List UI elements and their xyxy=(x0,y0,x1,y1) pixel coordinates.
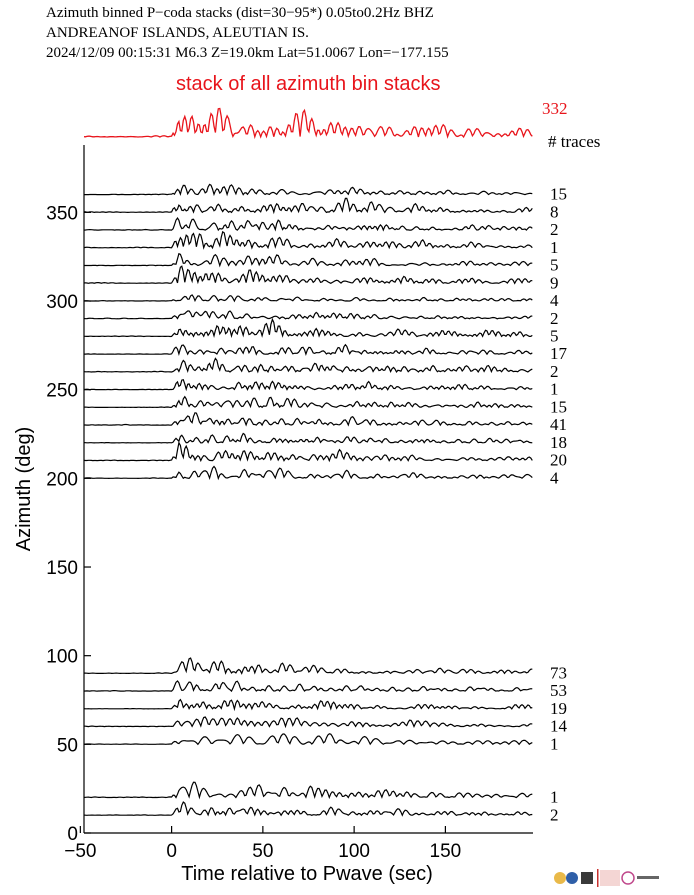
trace-count-label: 1 xyxy=(550,380,559,399)
trace-count-label: 4 xyxy=(550,291,559,310)
x-axis-ticks: −50 0 50 100 150 xyxy=(64,826,461,862)
x-tick-label: 0 xyxy=(166,841,177,862)
azimuth-trace xyxy=(83,310,533,320)
trace-count-label: 2 xyxy=(550,309,559,328)
earthscope-wordmark-icon xyxy=(637,876,659,879)
trace-count-label: 8 xyxy=(550,202,559,221)
trace-count-label: 73 xyxy=(550,663,567,682)
trace-count-label: 1 xyxy=(550,238,559,257)
sponsor-logos xyxy=(554,869,659,887)
azimuth-trace xyxy=(83,680,533,693)
trace-count-label: 14 xyxy=(550,717,568,736)
y-tick-label: 300 xyxy=(46,292,78,313)
azimuth-trace xyxy=(84,412,533,427)
traces-count-header: # traces xyxy=(548,132,600,151)
cage-sage-divider-icon xyxy=(597,869,599,887)
azimuth-trace xyxy=(83,265,533,285)
usgs-logo-icon xyxy=(581,872,593,884)
trace-count-label: 15 xyxy=(550,397,567,416)
azimuth-trace xyxy=(83,217,533,232)
azimuth-trace xyxy=(83,716,533,729)
header-line-3: 2024/12/09 00:15:31 M6.3 Z=19.0km Lat=51… xyxy=(46,45,449,61)
x-tick-label: −50 xyxy=(64,841,96,862)
header-line-2: ANDREANOF ISLANDS, ALEUTIAN IS. xyxy=(46,25,309,41)
azimuth-trace xyxy=(83,197,533,215)
trace-count-label: 1 xyxy=(550,788,559,807)
azimuth-trace xyxy=(83,378,533,392)
azimuth-trace xyxy=(83,395,533,409)
azimuth-trace xyxy=(83,733,533,746)
y-axis-label: Azimuth (deg) xyxy=(13,427,35,552)
azimuth-trace xyxy=(83,230,533,250)
azimuth-trace xyxy=(84,343,533,357)
y-tick-label: 50 xyxy=(57,735,78,756)
azimuth-trace xyxy=(83,440,533,463)
azimuth-trace xyxy=(83,357,533,374)
doe-logo-icon xyxy=(566,872,578,884)
x-tick-label: 100 xyxy=(338,841,370,862)
nsf-logo-icon xyxy=(554,872,566,884)
trace-count-label: 5 xyxy=(550,327,559,346)
plot-frame xyxy=(83,145,533,834)
azimuth-trace xyxy=(83,781,533,800)
y-tick-label: 200 xyxy=(46,469,78,490)
azimuth-trace xyxy=(84,252,533,268)
stack-title: stack of all azimuth bin stacks xyxy=(176,73,441,95)
trace-count-label: 20 xyxy=(550,451,567,470)
trace-count-label: 41 xyxy=(550,415,567,434)
trace-group xyxy=(83,183,533,817)
azimuth-trace xyxy=(84,183,533,197)
y-tick-label: 150 xyxy=(46,558,78,579)
azimuth-trace xyxy=(84,657,533,675)
stack-count: 332 xyxy=(542,99,568,118)
azimuth-trace xyxy=(83,698,533,712)
trace-count-label: 2 xyxy=(550,362,559,381)
trace-count-label: 1 xyxy=(550,734,559,753)
trace-count-label: 19 xyxy=(550,699,567,718)
azimuth-trace xyxy=(84,317,533,339)
x-tick-label: 150 xyxy=(430,841,462,862)
azimuth-trace xyxy=(83,465,533,481)
trace-count-label: 2 xyxy=(550,805,559,824)
trace-count-label: 18 xyxy=(550,433,567,452)
trace-count-label: 2 xyxy=(550,220,559,239)
header-line-1: Azimuth binned P−coda stacks (dist=30−95… xyxy=(46,5,434,21)
trace-count-label: 15 xyxy=(550,185,567,204)
x-axis-label: Time relative to Pwave (sec) xyxy=(181,863,433,885)
trace-count-label: 4 xyxy=(550,468,559,487)
x-tick-label: 50 xyxy=(252,841,273,862)
y-tick-label: 0 xyxy=(67,824,78,845)
y-axis-ticks: 0 50 100 150 200 250 300 350 xyxy=(46,203,91,845)
earthscope-logo-icon xyxy=(621,871,635,885)
trace-count-label: 9 xyxy=(550,273,559,292)
azimuth-trace xyxy=(83,432,533,444)
trace-count-label: 53 xyxy=(550,681,567,700)
azimuth-trace xyxy=(83,294,533,303)
y-tick-label: 250 xyxy=(46,381,78,402)
stack-trace xyxy=(83,107,533,140)
trace-count-label: 5 xyxy=(550,256,559,275)
y-tick-label: 100 xyxy=(46,647,78,668)
y-tick-label: 350 xyxy=(46,203,78,224)
trace-count-label: 17 xyxy=(550,344,568,363)
azimuth-trace xyxy=(83,801,533,817)
cage-sage-logo-icon xyxy=(600,870,620,886)
